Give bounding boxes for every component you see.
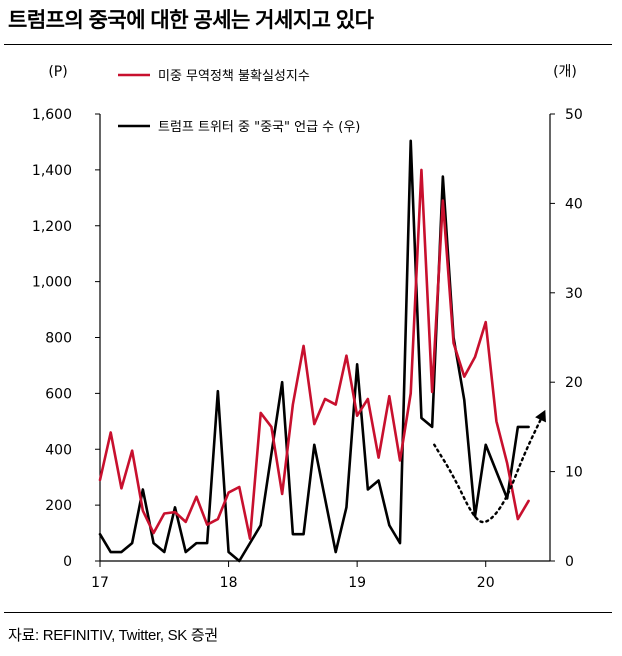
footer-divider (4, 612, 612, 613)
left-axis-unit: (P) (48, 64, 67, 80)
right-tick-label: 20 (565, 375, 583, 391)
left-tick-label: 400 (45, 442, 72, 458)
left-tick-label: 1,600 (32, 107, 72, 123)
x-tick-label: 20 (477, 575, 495, 591)
right-tick-label: 50 (565, 107, 583, 123)
source-note: 자료: REFINITIV, Twitter, SK 증권 (8, 627, 218, 644)
trend-reversal-arrow (433, 412, 545, 524)
left-tick-label: 600 (45, 386, 72, 402)
right-tick-label: 40 (565, 196, 583, 212)
x-tick-label: 18 (220, 575, 238, 591)
right-tick-label: 10 (565, 465, 583, 481)
right-axis-unit: (개) (553, 64, 577, 80)
title-divider (4, 44, 612, 45)
left-tick-label: 800 (45, 331, 72, 347)
line-chart: 0 200 400 600 800 1,000 1,200 1,400 1,600 0 10 20 30… (32, 64, 583, 591)
left-tick-label: 1,400 (32, 163, 72, 179)
x-tick-label: 19 (348, 575, 366, 591)
legend-label-tweets: 트럼프 트위터 중 "중국" 언급 수 (우) (158, 120, 360, 135)
right-tick-label: 0 (565, 554, 574, 570)
x-tick-label: 17 (91, 575, 109, 591)
left-tick-label: 1,200 (32, 219, 72, 235)
legend-label-uncertainty: 미중 무역정책 불확실성지수 (158, 69, 310, 84)
left-tick-label: 0 (63, 554, 72, 570)
left-tick-label: 1,000 (32, 275, 72, 291)
right-tick-label: 30 (565, 286, 583, 302)
page-title: 트럼프의 중국에 대한 공세는 거세지고 있다 (8, 9, 374, 32)
trend-arrow-head (535, 409, 546, 423)
left-tick-label: 200 (45, 498, 72, 514)
uncertainty-index-line (98, 168, 530, 540)
